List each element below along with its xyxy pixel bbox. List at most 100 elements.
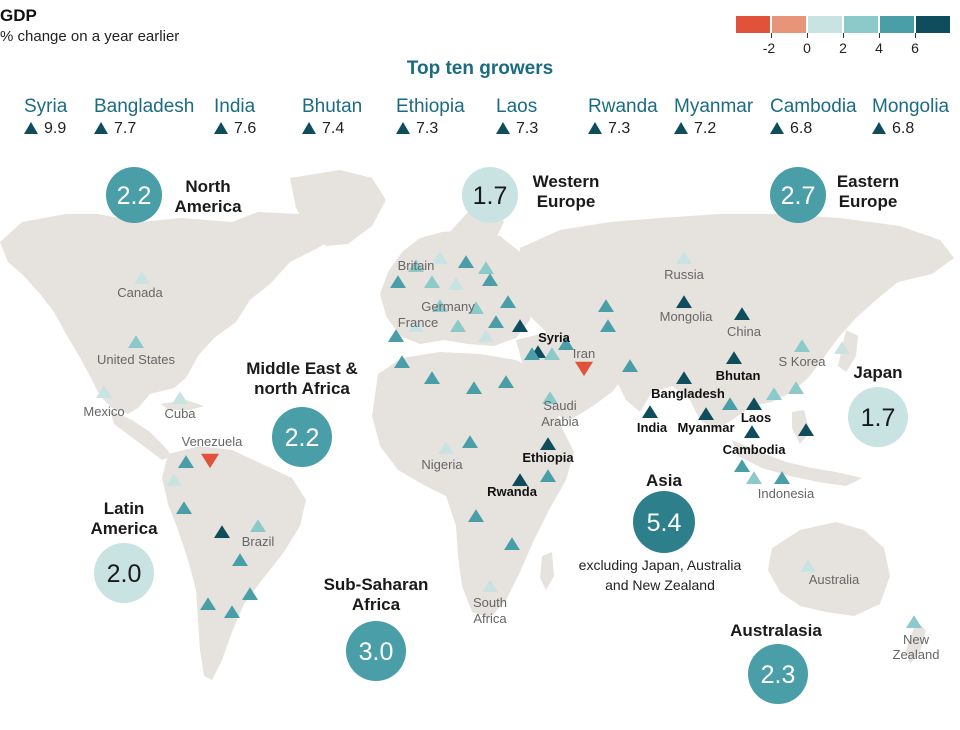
country-up-triangle-icon	[746, 471, 762, 484]
region-bubble	[770, 167, 826, 223]
country-up-triangle-icon	[468, 509, 484, 522]
grower-value: 7.3	[608, 120, 631, 137]
grower-name: Syria	[24, 96, 68, 117]
country-up-triangle-icon	[250, 519, 266, 532]
country-up-triangle-icon	[390, 275, 406, 288]
grower-item: India 7.6	[214, 96, 256, 138]
country-label: Brazil	[242, 534, 275, 549]
country-up-triangle-icon	[166, 473, 182, 486]
country-up-triangle-icon	[734, 459, 750, 472]
region-bubble	[346, 621, 406, 681]
country-label: Russia	[664, 267, 705, 282]
grower-value: 7.3	[516, 120, 539, 137]
region-value: 3.0	[359, 638, 394, 666]
country-up-triangle-icon	[466, 381, 482, 394]
up-triangle-icon	[24, 122, 38, 134]
country-up-triangle-icon	[482, 579, 498, 592]
grower-value: 7.4	[322, 120, 345, 137]
country-label: Nigeria	[421, 457, 463, 472]
country-label: Zealand	[893, 647, 940, 662]
country-label: United States	[97, 352, 176, 367]
country-up-triangle-icon	[408, 319, 424, 332]
region-note: excluding Japan, Australia	[579, 557, 742, 573]
up-triangle-icon	[302, 122, 316, 134]
country-up-triangle-icon	[488, 315, 504, 328]
country-label: France	[398, 315, 438, 330]
legend-swatch-6	[916, 16, 950, 33]
grower-item: Syria 9.9	[24, 96, 67, 138]
country-up-triangle-icon	[478, 261, 494, 274]
country-up-triangle-icon	[224, 605, 240, 618]
country-up-triangle-icon	[176, 501, 192, 514]
grower-name: Ethiopia	[396, 96, 465, 117]
country-label: S Korea	[779, 354, 827, 369]
north-america-land	[0, 212, 344, 414]
south-america-land	[162, 446, 306, 680]
region-value: 5.4	[647, 509, 682, 537]
grower-name: Mongolia	[872, 96, 950, 117]
country-label: Indonesia	[758, 486, 815, 501]
country-label: Venezuela	[182, 434, 243, 449]
philippines-land	[792, 410, 810, 444]
region-name: north Africa	[254, 379, 350, 398]
country-up-triangle-icon	[200, 597, 216, 610]
country-up-triangle-icon	[232, 553, 248, 566]
region-bubble	[633, 491, 695, 553]
region-value: 2.0	[107, 560, 142, 588]
country-up-triangle-icon	[128, 335, 144, 348]
country-up-triangle-icon	[794, 339, 810, 352]
legend-tick	[843, 33, 844, 38]
region-bubble	[848, 387, 908, 447]
grower-item: Bhutan 7.4	[302, 96, 362, 138]
country-up-triangle-icon	[676, 371, 692, 384]
region-bubble	[272, 407, 332, 467]
up-triangle-icon	[872, 122, 886, 134]
up-triangle-icon	[588, 122, 602, 134]
country-label: Africa	[473, 611, 507, 626]
country-label: South	[473, 595, 507, 610]
legend-tick	[879, 33, 880, 38]
region-name: Latin	[104, 499, 145, 518]
region-name: Europe	[839, 192, 898, 211]
country-label: Britain	[398, 258, 435, 273]
greenland-land	[290, 170, 386, 246]
country-up-triangle-icon	[642, 405, 658, 418]
country-up-triangle-icon	[746, 397, 762, 410]
legend-swatch-3	[808, 16, 842, 33]
country-label: Mongolia	[660, 309, 714, 324]
grower-value: 6.8	[892, 120, 915, 137]
australia-land	[768, 522, 890, 616]
grower-item: Mongolia 6.8	[872, 96, 949, 138]
region-name: Europe	[537, 192, 596, 211]
legend-label: 0	[803, 40, 811, 56]
country-up-triangle-icon	[498, 375, 514, 388]
new-zealand-land	[906, 622, 926, 664]
up-triangle-icon	[214, 122, 228, 134]
country-up-triangle-icon	[774, 471, 790, 484]
europe-land	[380, 230, 534, 346]
country-up-triangle-icon	[242, 587, 258, 600]
country-up-triangle-icon	[504, 537, 520, 550]
grower-value: 6.8	[790, 120, 813, 137]
country-label: Germany	[421, 299, 475, 314]
middle-east-land	[516, 332, 628, 420]
grower-item: Cambodia 6.8	[770, 96, 857, 138]
country-up-triangle-icon	[468, 301, 484, 314]
country-label-top-grower: Cambodia	[723, 442, 787, 457]
country-up-triangle-icon	[540, 437, 556, 450]
region-name: North	[185, 177, 230, 196]
legend-swatch-5	[880, 16, 914, 33]
country-label: New	[903, 632, 930, 647]
country-label-top-grower: Rwanda	[487, 484, 538, 499]
country-up-triangle-icon	[722, 397, 738, 410]
legend-tick	[807, 33, 808, 38]
grower-value: 7.3	[416, 120, 439, 137]
central-america-land	[110, 410, 172, 460]
country-up-triangle-icon	[558, 337, 574, 350]
region-value: 2.3	[761, 661, 796, 689]
grower-value: 7.2	[694, 120, 717, 137]
country-label: Saudi	[543, 398, 576, 413]
region-bubble	[106, 167, 162, 223]
country-up-triangle-icon	[542, 391, 558, 404]
